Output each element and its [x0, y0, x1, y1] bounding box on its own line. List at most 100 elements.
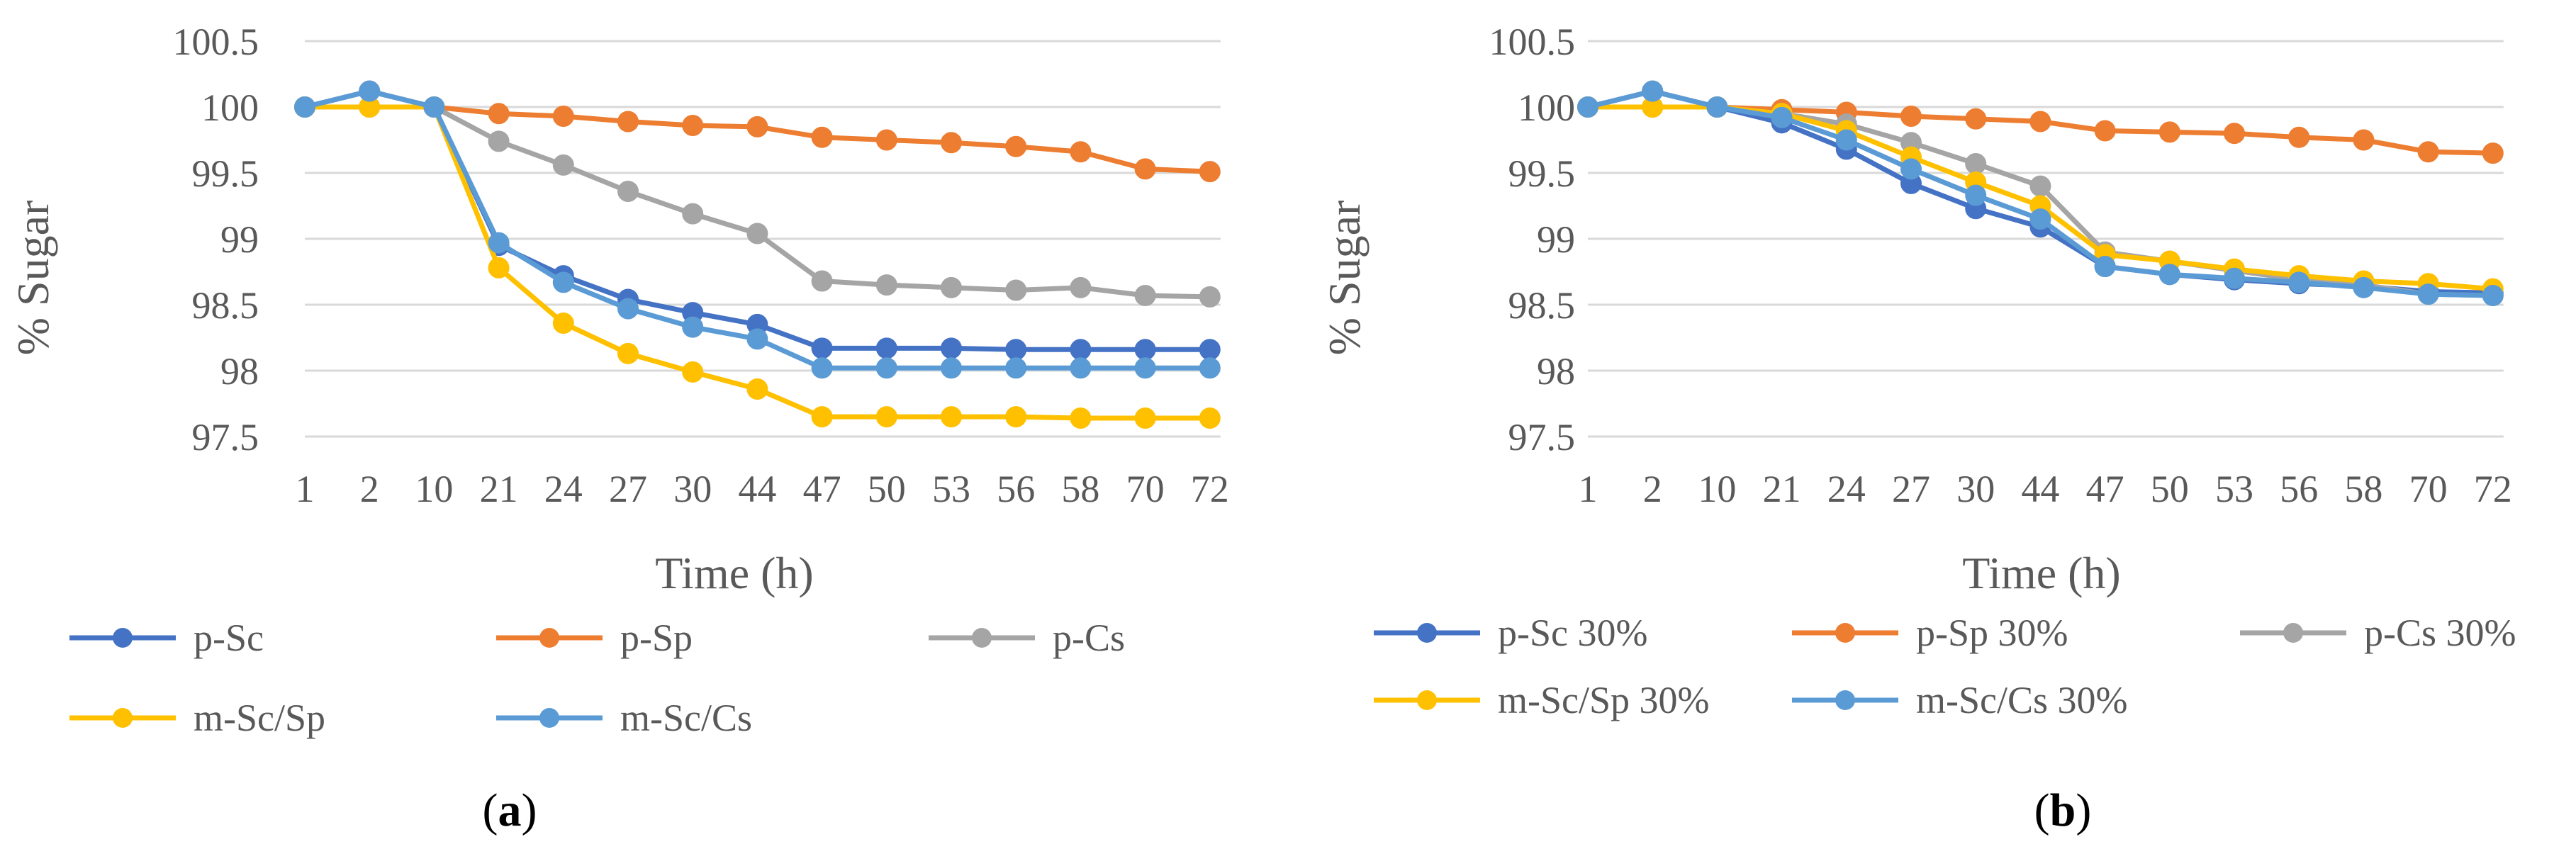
- panel-letter-a: a: [498, 785, 522, 836]
- x-tick-label: 1: [296, 468, 315, 510]
- data-point: [1642, 80, 1664, 102]
- data-point: [746, 328, 768, 350]
- data-point: [617, 298, 639, 320]
- series-layer: [1577, 80, 2504, 306]
- data-point: [1900, 106, 1922, 128]
- x-tick-label: 30: [673, 468, 712, 510]
- legend-item: m-Sc/Sp 30%: [1374, 679, 1710, 721]
- y-tick-label: 97.5: [1508, 416, 1576, 459]
- x-tick-label: 10: [415, 468, 453, 510]
- legend-label: p-Sc: [194, 617, 264, 659]
- data-point: [359, 80, 381, 102]
- legend-item: m-Sc/Sp: [69, 697, 325, 739]
- data-point: [1199, 161, 1221, 183]
- y-tick-label: 97.5: [192, 416, 259, 459]
- x-tick-label: 30: [1956, 468, 1995, 510]
- data-point: [617, 111, 639, 133]
- y-axis-title: % Sugar: [1319, 201, 1370, 356]
- gridlines: [1588, 40, 2504, 438]
- data-point: [1900, 158, 1922, 180]
- legend-label: m-Sc/Sp 30%: [1498, 679, 1710, 721]
- data-point: [2094, 256, 2116, 278]
- data-point: [682, 361, 704, 383]
- data-point: [1134, 158, 1156, 180]
- y-tick-label: 100: [201, 86, 259, 129]
- legend-item: p-Sc 30%: [1374, 612, 1647, 654]
- data-point: [811, 337, 833, 359]
- x-tick-label: 47: [2086, 468, 2124, 510]
- x-tick-label: 53: [2215, 468, 2253, 510]
- legend-marker: [113, 628, 133, 648]
- data-point: [488, 130, 510, 152]
- x-tick-labels: 1 2 10 21 24 27 30 44 47 50 53 56 58 70 72: [1579, 468, 2512, 510]
- legend-marker: [539, 628, 559, 648]
- data-point: [811, 406, 833, 428]
- y-axis-title: % Sugar: [8, 201, 58, 356]
- legend-item: m-Sc/Cs 30%: [1792, 679, 2128, 721]
- data-point: [1965, 152, 1987, 174]
- data-point: [1070, 357, 1092, 379]
- x-tick-label: 53: [932, 468, 970, 510]
- data-point: [1134, 339, 1156, 361]
- legend: p-Sc 30% p-Sp 30% p-Cs 30% m-Sc/Sp 30% m-Sc/…: [1374, 612, 2516, 721]
- y-tick-label: 100: [1518, 86, 1575, 129]
- data-point: [1199, 357, 1221, 379]
- data-point: [2029, 208, 2051, 230]
- data-point: [875, 357, 897, 379]
- data-point: [488, 103, 510, 125]
- x-tick-label: 72: [1191, 468, 1229, 510]
- x-tick-label: 47: [803, 468, 841, 510]
- series-m-sc-cs: [294, 80, 1221, 379]
- series-m-sc-cs-30-: [1577, 80, 2504, 306]
- data-point: [1134, 407, 1156, 429]
- data-point: [1199, 339, 1221, 361]
- data-point: [875, 406, 897, 428]
- y-tick-label: 98: [1537, 350, 1575, 393]
- x-tick-label: 24: [1827, 468, 1866, 510]
- data-point: [941, 132, 962, 154]
- legend-label: p-Cs 30%: [2364, 612, 2516, 654]
- data-point: [1070, 141, 1092, 163]
- data-point: [2094, 120, 2116, 142]
- x-tick-label: 24: [544, 468, 583, 510]
- data-point: [811, 126, 833, 148]
- data-point: [2417, 283, 2439, 305]
- data-point: [941, 337, 962, 359]
- data-point: [1965, 184, 1987, 206]
- panel-label-a: (a): [483, 785, 537, 836]
- x-tick-label: 27: [609, 468, 647, 510]
- legend-marker: [972, 628, 992, 648]
- data-point: [875, 129, 897, 151]
- legend-marker: [1835, 623, 1855, 643]
- x-tick-labels: 1 2 10 21 24 27 30 44 47 50 53 56 58 70 72: [296, 468, 1229, 510]
- legend-label: p-Sp 30%: [1916, 612, 2068, 654]
- data-point: [875, 274, 897, 296]
- x-tick-label: 21: [1763, 468, 1801, 510]
- x-axis-title: Time (h): [1962, 548, 2120, 598]
- y-tick-label: 100.5: [173, 21, 259, 63]
- data-point: [682, 203, 704, 225]
- data-point: [2288, 126, 2310, 148]
- x-tick-label: 44: [738, 468, 776, 510]
- data-point: [2353, 276, 2375, 298]
- data-point: [811, 357, 833, 379]
- data-point: [552, 106, 574, 128]
- y-tick-label: 98.5: [1508, 284, 1576, 327]
- legend-label: p-Cs: [1053, 617, 1125, 659]
- chart-panel-a: 97.5 98 98.5 99 99.5 100 100.5 1 2 10 21 24 27 30 44 4…: [8, 21, 1229, 836]
- data-point: [1835, 129, 1857, 151]
- y-tick-label: 99.5: [1508, 152, 1576, 195]
- legend-marker: [113, 708, 133, 728]
- data-point: [1577, 96, 1598, 118]
- data-point: [2353, 129, 2375, 151]
- data-point: [1134, 284, 1156, 306]
- data-point: [1199, 407, 1221, 429]
- y-tick-label: 99: [220, 218, 259, 261]
- legend-marker: [2283, 623, 2303, 643]
- y-tick-label: 98: [220, 350, 259, 393]
- data-point: [488, 232, 510, 254]
- data-point: [1005, 135, 1027, 157]
- x-tick-label: 10: [1698, 468, 1736, 510]
- data-point: [746, 378, 768, 400]
